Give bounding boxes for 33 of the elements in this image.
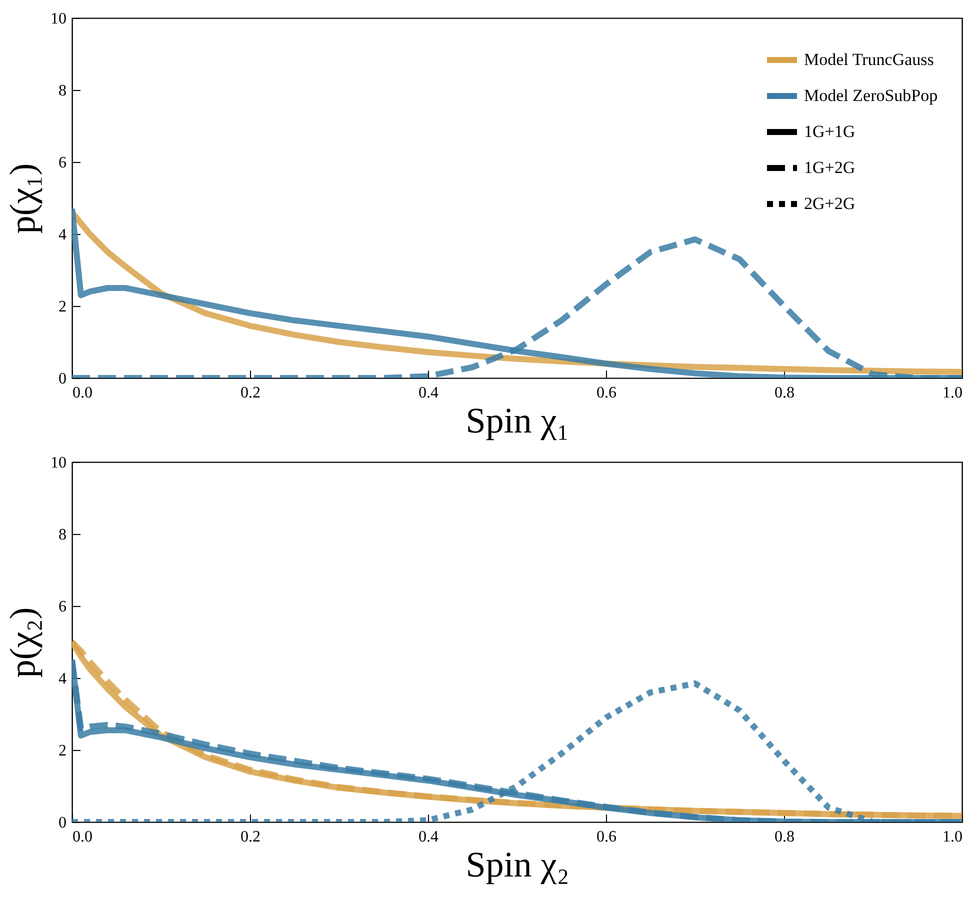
legend-label: 1G+2G	[804, 158, 856, 177]
x-tick-label: 0.0	[72, 828, 92, 846]
x-tick-label: 0.0	[72, 384, 92, 402]
x-tick-label: 0.8	[774, 828, 794, 846]
y-axis-title: p(χ₂)	[2, 607, 42, 678]
y-tick-label: 6	[58, 598, 66, 616]
x-tick-label: 0.2	[240, 828, 260, 846]
y-tick-label: 6	[58, 154, 66, 172]
legend-label: 1G+1G	[804, 122, 856, 141]
x-tick-label: 0.2	[240, 384, 260, 402]
y-tick-label: 2	[58, 742, 66, 760]
x-tick-label: 0.6	[596, 384, 616, 402]
legend-label: Model ZeroSubPop	[804, 86, 938, 105]
x-tick-label: 0.6	[596, 828, 616, 846]
y-tick-label: 0	[58, 814, 66, 832]
y-tick-label: 4	[58, 670, 66, 688]
y-tick-label: 8	[58, 82, 66, 100]
x-tick-label: 0.4	[418, 828, 438, 846]
legend-label: 2G+2G	[804, 194, 856, 213]
x-tick-label: 0.8	[774, 384, 794, 402]
x-axis-title: Spin χ₁	[466, 400, 570, 440]
y-tick-label: 2	[58, 298, 66, 316]
y-tick-label: 0	[58, 370, 66, 388]
x-axis-title: Spin χ₂	[466, 844, 570, 884]
x-tick-label: 0.4	[418, 384, 438, 402]
x-tick-label: 1.0	[942, 828, 962, 846]
y-tick-label: 10	[50, 10, 66, 28]
y-tick-label: 10	[50, 454, 66, 472]
y-tick-label: 4	[58, 226, 66, 244]
x-tick-label: 1.0	[942, 384, 962, 402]
legend-label: Model TruncGauss	[804, 50, 934, 69]
y-tick-label: 8	[58, 526, 66, 544]
y-axis-title: p(χ₁)	[2, 163, 42, 234]
